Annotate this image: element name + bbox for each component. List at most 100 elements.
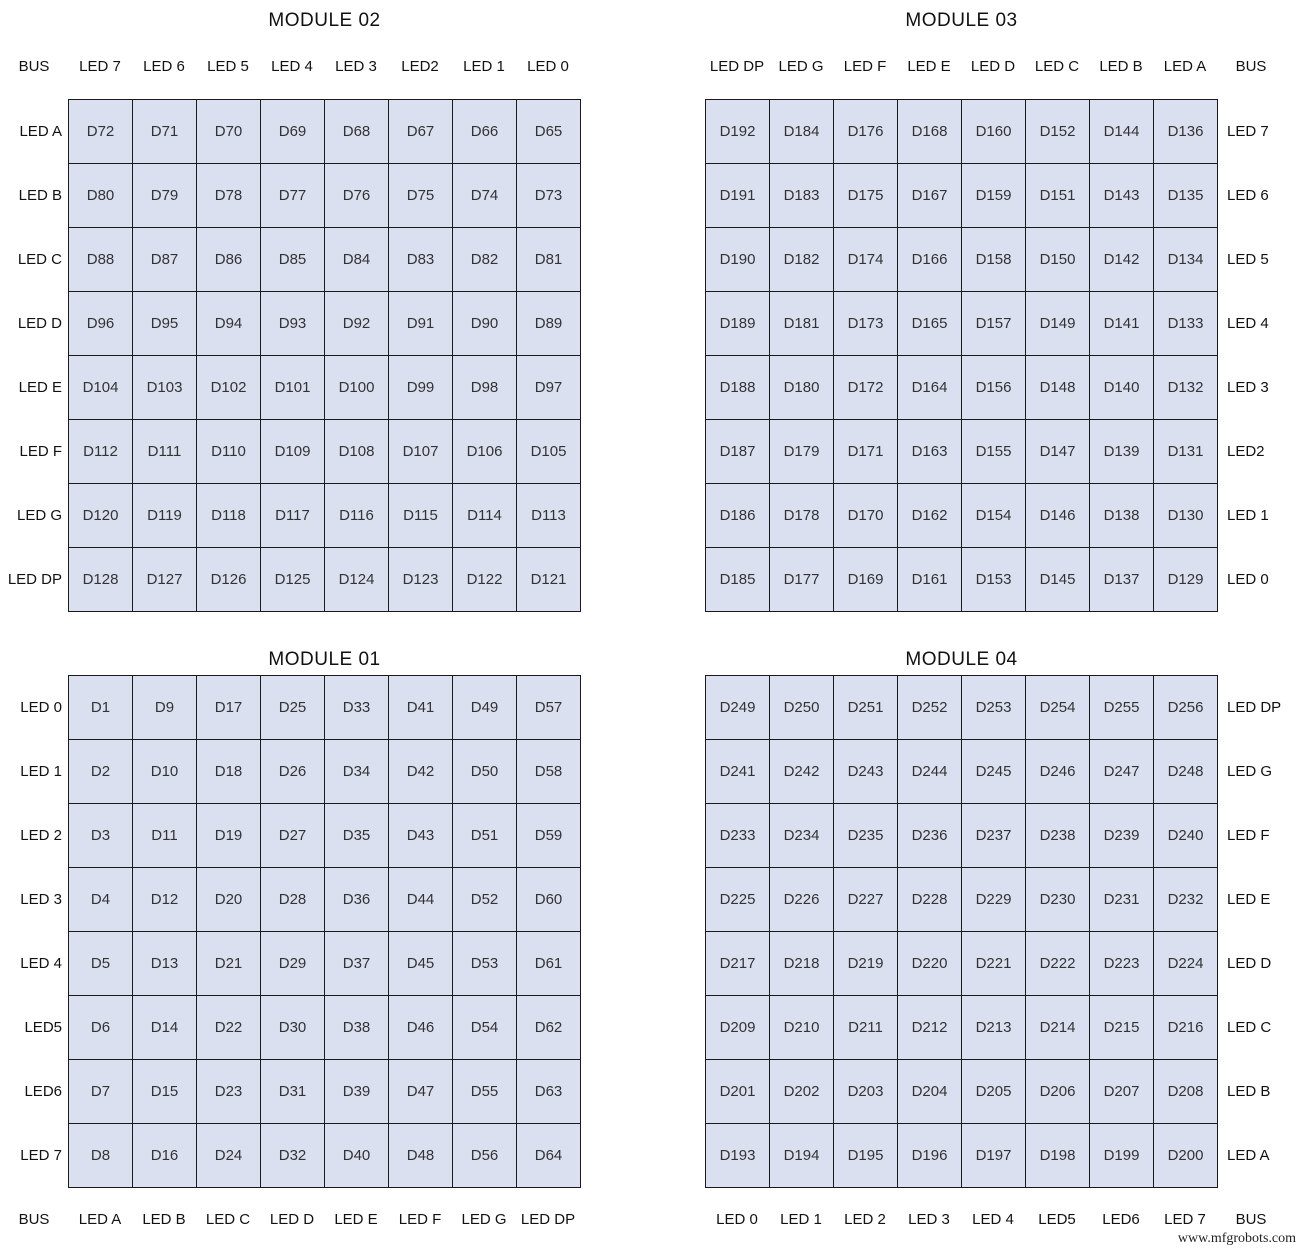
diode-cell: D147 — [1026, 420, 1089, 483]
diode-cell: D239 — [1090, 804, 1153, 867]
diode-cell: D33 — [325, 676, 388, 739]
diode-cell: D124 — [325, 548, 388, 611]
col-header: LED D — [970, 57, 1016, 75]
diode-cell: D172 — [834, 356, 897, 419]
bus-label: BUS — [18, 57, 50, 75]
row-label: LED B — [18, 186, 62, 204]
col-header: LED C — [205, 1210, 251, 1228]
col-header: LED C — [1034, 57, 1080, 75]
diode-cell: D203 — [834, 1060, 897, 1123]
diode-cell: D135 — [1154, 164, 1217, 227]
module-03: MODULE 03 LED DP LED G LED F LED E LED D LED … — [705, 0, 1287, 612]
diode-cell: D63 — [517, 1060, 580, 1123]
diode-cell: D44 — [389, 868, 452, 931]
diode-cell: D22 — [197, 996, 260, 1059]
col-header: LED A — [1163, 57, 1207, 75]
diode-cell: D146 — [1026, 484, 1089, 547]
diode-cell: D158 — [962, 228, 1025, 291]
col-header: LED 1 — [780, 1210, 822, 1228]
diode-cell: D141 — [1090, 292, 1153, 355]
diode-cell: D232 — [1154, 868, 1217, 931]
diode-cell: D83 — [389, 228, 452, 291]
diode-cell: D224 — [1154, 932, 1217, 995]
diode-cell: D210 — [770, 996, 833, 1059]
diode-cell: D219 — [834, 932, 897, 995]
row-label: LED 3 — [1227, 378, 1269, 396]
diode-cell: D175 — [834, 164, 897, 227]
diode-cell: D32 — [261, 1124, 324, 1187]
table-wrap: LED 0 LED 1 LED 2 LED 3 LED 4 LED5 LED6 LED 7 D1… — [0, 675, 582, 1188]
diode-cell: D7 — [69, 1060, 132, 1123]
col-header: LED DP — [520, 1210, 576, 1228]
diode-cell: D125 — [261, 548, 324, 611]
bus-header-row: BUS LED 7 LED 6 LED 5 LED 4 LED 3 LED2 LED 1 LED… — [0, 33, 582, 99]
diode-cell: D227 — [834, 868, 897, 931]
diode-cell: D52 — [453, 868, 516, 931]
diode-cell: D176 — [834, 100, 897, 163]
diode-cell: D216 — [1154, 996, 1217, 1059]
diode-cell: D173 — [834, 292, 897, 355]
diode-cell: D55 — [453, 1060, 516, 1123]
diode-cell: D19 — [197, 804, 260, 867]
diode-cell: D76 — [325, 164, 388, 227]
diode-cell: D85 — [261, 228, 324, 291]
diode-cell: D112 — [69, 420, 132, 483]
diode-cell: D191 — [706, 164, 769, 227]
col-header: LED 0 — [716, 1210, 758, 1228]
diode-cell: D18 — [197, 740, 260, 803]
diode-cell: D110 — [197, 420, 260, 483]
diode-cell: D198 — [1026, 1124, 1089, 1187]
row-labels: LED A LED B LED C LED D LED E LED F LED G LED D… — [0, 99, 68, 612]
diode-cell: D75 — [389, 164, 452, 227]
diode-cell: D128 — [69, 548, 132, 611]
diode-cell: D156 — [962, 356, 1025, 419]
col-header: LED2 — [401, 57, 439, 75]
diode-cell: D244 — [898, 740, 961, 803]
diode-cell: D122 — [453, 548, 516, 611]
diode-cell: D163 — [898, 420, 961, 483]
row-label: LED G — [1227, 762, 1273, 780]
bus-header-row: BUS LED A LED B LED C LED D LED E LED F LED G LE… — [0, 1188, 582, 1250]
diode-cell: D214 — [1026, 996, 1089, 1059]
diode-cell: D200 — [1154, 1124, 1217, 1187]
diode-cell: D231 — [1090, 868, 1153, 931]
diode-cell: D64 — [517, 1124, 580, 1187]
diode-cell: D159 — [962, 164, 1025, 227]
diode-cell: D66 — [453, 100, 516, 163]
diode-cell: D103 — [133, 356, 196, 419]
row-label: LED DP — [7, 570, 62, 588]
row-label: LED5 — [24, 1018, 62, 1036]
diode-cell: D53 — [453, 932, 516, 995]
diode-cell: D3 — [69, 804, 132, 867]
diode-cell: D256 — [1154, 676, 1217, 739]
diode-cell: D62 — [517, 996, 580, 1059]
diode-cell: D61 — [517, 932, 580, 995]
diode-cell: D127 — [133, 548, 196, 611]
bus-label: BUS — [18, 1210, 50, 1228]
table-wrap: LED A LED B LED C LED D LED E LED F LED G LED D… — [0, 99, 582, 612]
row-label: LED D — [1227, 954, 1272, 972]
module-title: MODULE 01 — [268, 649, 381, 670]
diode-cell: D105 — [517, 420, 580, 483]
row-label: LED D — [17, 314, 62, 332]
diode-cell: D223 — [1090, 932, 1153, 995]
diode-cell: D90 — [453, 292, 516, 355]
col-header: LED D — [269, 1210, 315, 1228]
diode-cell: D16 — [133, 1124, 196, 1187]
diode-cell: D102 — [197, 356, 260, 419]
diode-cell: D109 — [261, 420, 324, 483]
diode-cell: D87 — [133, 228, 196, 291]
diode-cell: D73 — [517, 164, 580, 227]
col-header: LED5 — [1038, 1210, 1076, 1228]
row-labels: LED DP LED G LED F LED E LED D LED C LED B LED … — [1218, 675, 1286, 1188]
diode-cell: D233 — [706, 804, 769, 867]
diode-cell: D23 — [197, 1060, 260, 1123]
diode-cell: D243 — [834, 740, 897, 803]
diode-cell: D27 — [261, 804, 324, 867]
led-grid: D72 D71 D70 D69 D68 D67 D66 D65 D80 D79 D78 D77 D76 D… — [68, 99, 581, 612]
diode-cell: D183 — [770, 164, 833, 227]
diode-cell: D187 — [706, 420, 769, 483]
diode-cell: D170 — [834, 484, 897, 547]
diode-cell: D222 — [1026, 932, 1089, 995]
diode-cell: D152 — [1026, 100, 1089, 163]
